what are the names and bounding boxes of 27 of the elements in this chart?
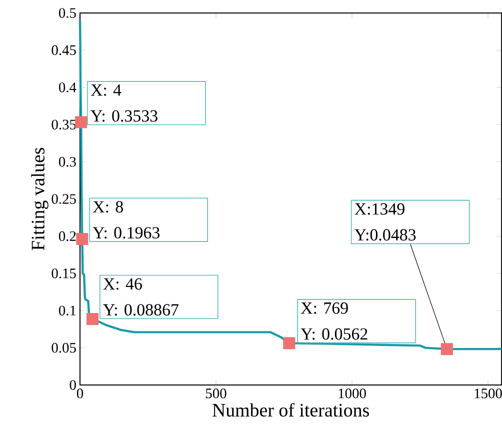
x-tick-label: 500 [206,388,226,398]
annotation: X: 46 [103,278,142,290]
x-tick-label: 1500 [474,388,502,398]
y-tick-label: 0.05 [52,342,76,353]
annotation: Y: 0.08867 [103,304,178,316]
annotation: X: 4 [90,84,122,96]
annotation: X: 769 [300,302,348,314]
y-tick-label: 0.15 [52,268,76,278]
y-tick-label: 0.3 [58,156,76,167]
y-tick-label: 0.35 [52,120,76,130]
annotation: Y: 0.3533 [90,110,158,122]
x-tick-label: 1000 [338,388,366,398]
annotation: X:1349 [354,203,404,215]
y-tick-label: 0.25 [52,194,76,204]
y-tick-label: 0.45 [52,45,76,56]
y-tick-label: 0.2 [58,231,76,242]
y-tick-label: 0 [70,380,76,390]
annotation: Y: 0.1963 [92,227,160,239]
annotation: Y:0.0483 [354,229,416,241]
x-tick-label: 0 [76,388,84,398]
x-axis-title: Number of iterations [212,403,369,417]
y-tick-label: 0.5 [58,8,76,18]
annotation: X: 8 [92,201,123,213]
y-tick-label: 0.4 [58,82,76,92]
annotation: Y: 0.0562 [300,328,368,340]
y-axis-title: Fitting values [31,148,48,250]
y-tick-label: 0.1 [58,306,76,316]
